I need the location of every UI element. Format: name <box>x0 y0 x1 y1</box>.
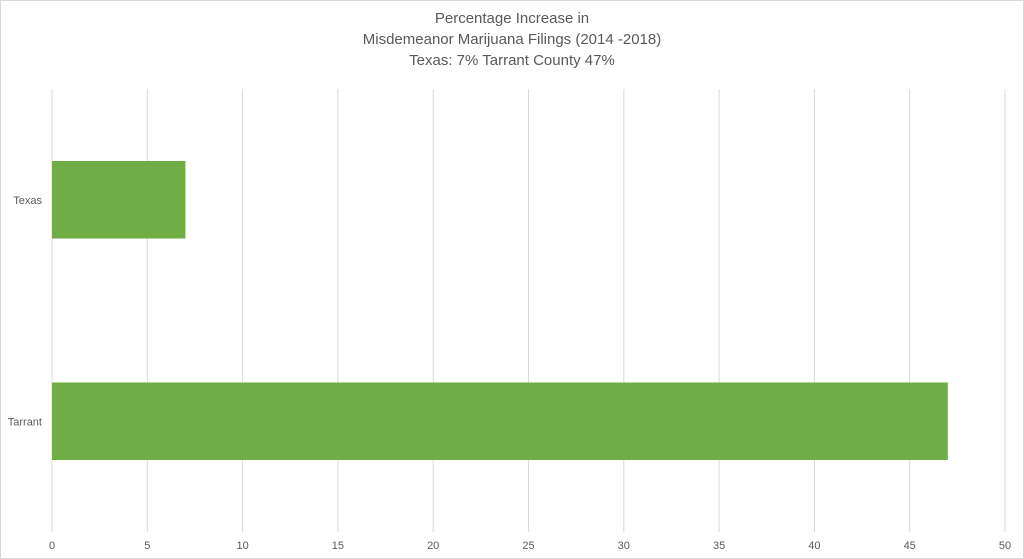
chart-title-line-3: Texas: 7% Tarrant County 47% <box>409 52 615 69</box>
x-tick-label-30: 30 <box>618 540 630 552</box>
chart-title-line-1: Percentage Increase in <box>434 10 590 27</box>
x-tick-label-0: 0 <box>49 540 55 552</box>
x-tick-label-15: 15 <box>332 540 344 552</box>
x-tick-label-45: 45 <box>904 540 916 552</box>
x-tick-label-20: 20 <box>427 540 439 552</box>
bar-tarrant <box>52 382 948 461</box>
x-tick-label-5: 5 <box>144 540 150 552</box>
y-tick-label-tarrant: Tarrant <box>8 416 42 428</box>
x-tick-label-35: 35 <box>713 540 725 552</box>
x-tick-label-50: 50 <box>999 540 1011 552</box>
x-tick-label-25: 25 <box>522 540 534 552</box>
chart-title-line-2: Misdemeanor Marijuana Filings (2014 -201… <box>362 31 662 48</box>
x-tick-label-10: 10 <box>236 540 248 552</box>
bar-texas <box>52 160 186 239</box>
x-tick-label-40: 40 <box>808 540 820 552</box>
y-tick-label-texas: Texas <box>13 195 42 207</box>
chart-title: Percentage Increase in Misdemeanor Marij… <box>0 8 1024 71</box>
